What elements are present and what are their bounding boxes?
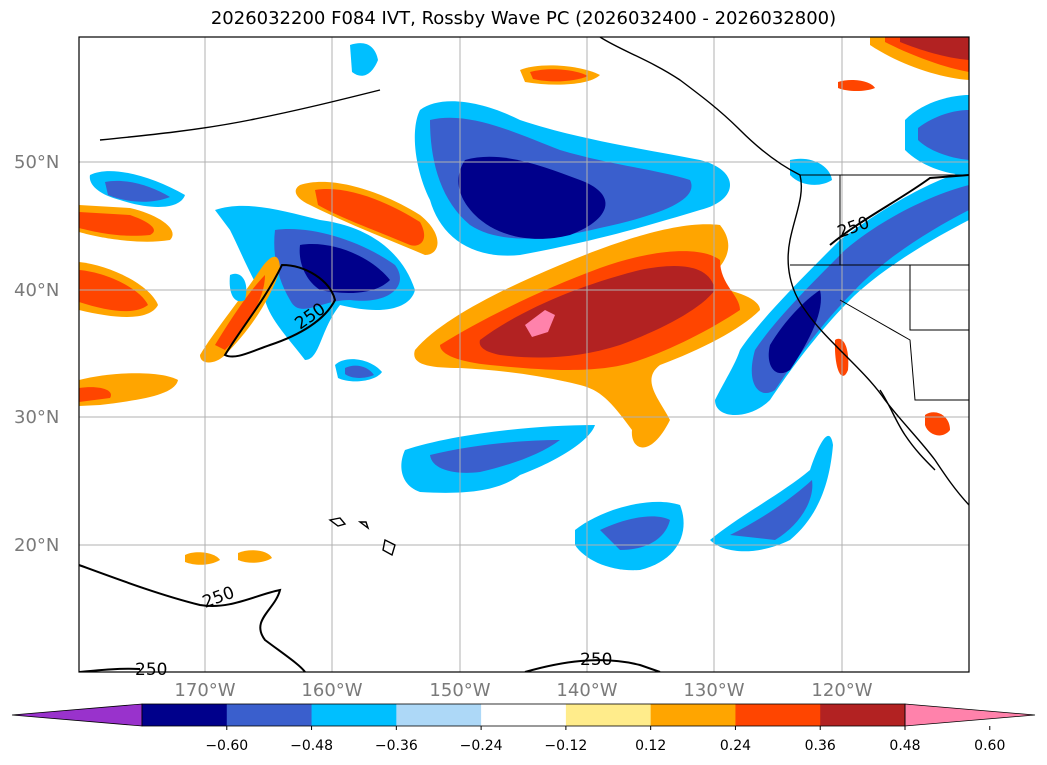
- strong-positive-anomaly-region: [525, 310, 555, 337]
- colorbar-tick-label: −0.24: [459, 738, 503, 754]
- negative-anomaly-region: [710, 435, 833, 552]
- lon-label-130w: 130°W: [683, 680, 745, 701]
- negative-anomaly-region: [430, 440, 560, 473]
- contour-label: 250: [580, 650, 612, 670]
- contour-label: 250: [135, 660, 167, 680]
- lat-label-30n: 30°N: [14, 407, 60, 428]
- ivt-250-contours: [79, 174, 969, 672]
- positive-anomaly-region: [925, 412, 950, 436]
- lat-label-20n: 20°N: [14, 535, 60, 556]
- positive-anomaly-region: [315, 189, 425, 246]
- positive-anomaly-region: [185, 552, 220, 565]
- negative-anomaly-region: [600, 516, 670, 550]
- positive-anomaly-region: [79, 212, 154, 236]
- negative-anomaly-region: [345, 365, 374, 378]
- contour-line-250: [524, 659, 661, 672]
- lon-label-150w: 150°W: [429, 680, 491, 701]
- negative-anomaly-region: [918, 110, 969, 160]
- contour-line-250: [223, 263, 337, 358]
- lat-label-50n: 50°N: [14, 152, 60, 173]
- contour-line-250: [79, 564, 306, 672]
- positive-anomaly-region: [838, 80, 875, 91]
- colorbar-tick-label: −0.36: [374, 738, 418, 754]
- lon-label-140w: 140°W: [556, 680, 618, 701]
- colorbar-tick-label: −0.48: [290, 738, 333, 754]
- negative-anomaly-region: [105, 180, 170, 202]
- negative-anomaly-region: [229, 273, 247, 302]
- lon-label-170w: 170°W: [174, 680, 236, 701]
- positive-anomaly-region: [79, 270, 148, 312]
- colorbar-tick-label: 0.24: [719, 738, 752, 754]
- colorbar-tick-label: 0.60: [974, 738, 1006, 754]
- colorbar-tick-label: −0.60: [205, 738, 249, 754]
- colorbar-tick-label: 0.48: [889, 738, 921, 754]
- negative-anomaly-region: [350, 43, 378, 76]
- positive-anomaly-region: [530, 69, 588, 82]
- map-frame: [78, 36, 970, 673]
- baja-coastline: [879, 389, 936, 471]
- lon-label-160w: 160°W: [301, 680, 363, 701]
- lon-label-120w: 120°W: [811, 680, 873, 701]
- contour-line-250: [829, 174, 969, 246]
- positive-anomaly-region: [238, 550, 272, 563]
- hawaii-coastline: [328, 517, 396, 557]
- map-title: 2026032200 F084 IVT, Rossby Wave PC (202…: [210, 8, 837, 29]
- north-america-coastline: [599, 37, 969, 506]
- state-border: [839, 299, 969, 401]
- map-gridlines: [79, 37, 969, 672]
- aleutian-coastline: [99, 89, 381, 141]
- negative-anomaly-region: [768, 290, 821, 374]
- lat-label-40n: 40°N: [14, 280, 60, 301]
- positive-anomaly-region: [79, 387, 111, 402]
- colorbar-tick-label: −0.12: [544, 738, 588, 754]
- political-borders: [790, 174, 969, 401]
- negative-anomaly-region: [458, 156, 606, 239]
- colorbar-tick-label: 0.12: [635, 738, 667, 754]
- coastlines: [99, 37, 969, 557]
- ivt-anomaly-fields: [79, 37, 969, 571]
- positive-anomaly-region: [900, 37, 969, 60]
- colorbar-tick-label: 0.36: [804, 738, 836, 754]
- negative-anomaly-region: [730, 480, 813, 540]
- state-border: [909, 265, 969, 331]
- positive-anomaly-region: [215, 275, 265, 350]
